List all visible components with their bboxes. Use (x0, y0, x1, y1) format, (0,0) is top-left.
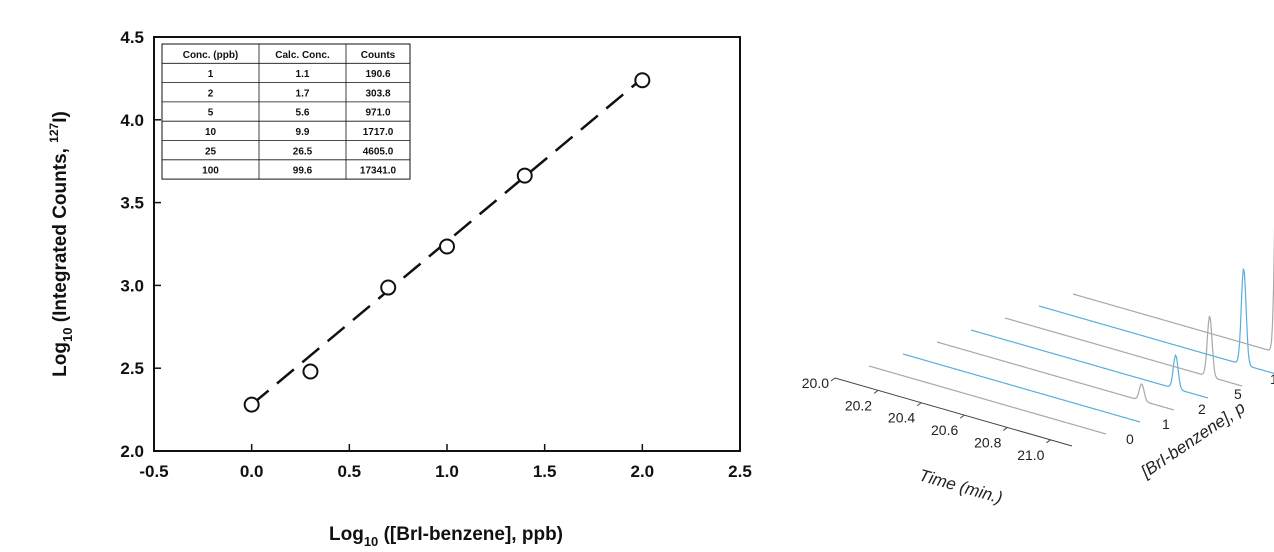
data-point (243, 396, 260, 413)
time-tick-label: 20.0 (802, 375, 829, 391)
chromatogram-trace (1038, 268, 1274, 375)
time-axis-label: Time (min.) (917, 466, 1005, 508)
x-tick-label: 2.5 (728, 462, 752, 481)
x-tick-label: 2.0 (631, 462, 655, 481)
x-tick-label: 1.0 (435, 462, 459, 481)
y-tick-label: 3.0 (120, 276, 144, 295)
table-cell: 1 (208, 69, 214, 80)
calibration-chart: -0.5 0.0 0.5 1.0 1.5 2.0 2.5 2.0 2.5 3.0 3.5 4.0 4.5… (47, 28, 752, 549)
y-tick-label: 4.5 (120, 28, 144, 47)
time-tick-mark (1046, 439, 1051, 444)
table-cell: 971.0 (365, 108, 390, 119)
table-cell: 303.8 (365, 88, 390, 99)
data-point (516, 167, 533, 184)
chromatogram-trace (902, 353, 1141, 423)
concentration-tick-label: 0 (1126, 431, 1134, 447)
table-cell: 17341.0 (360, 166, 397, 177)
data-point (634, 72, 651, 89)
axis-ticks: -0.5 0.0 0.5 1.0 1.5 2.0 2.5 2.0 2.5 3.0 3.5 4.0 4.5 (120, 28, 751, 481)
time-tick-label: 20.4 (888, 410, 915, 426)
table-cell: 5 (208, 108, 214, 119)
concentration-axis-label: [BrI-benzene], p (1137, 398, 1249, 482)
table-cell: 26.5 (293, 146, 313, 157)
concentration-axis-ticks: 01251025 (1126, 371, 1274, 447)
table-cell: 9.9 (296, 127, 310, 138)
data-table: Conc. (ppb) Calc. Conc. Counts 1 1.1 190.6 2 1.… (161, 43, 411, 180)
table-header-cell: Conc. (ppb) (183, 50, 239, 61)
time-tick-mark (959, 414, 965, 419)
chromatogram-trace (1004, 315, 1243, 387)
table-cell: 25 (205, 146, 217, 157)
time-axis-ticks: 20.0 20.2 20.4 20.6 20.8 21.0 (802, 375, 1051, 463)
x-tick-label: -0.5 (139, 462, 168, 481)
time-tick-mark (916, 402, 922, 407)
time-tick-label: 20.6 (931, 422, 958, 438)
data-point (439, 238, 455, 255)
data-points (243, 72, 651, 413)
x-tick-label: 0.5 (338, 462, 362, 481)
time-tick-label: 20.2 (845, 397, 872, 413)
x-axis-label: Log10 ([BrI-benzene], ppb) (329, 524, 563, 549)
chromatogram-trace (868, 365, 1107, 435)
table-cell: 190.6 (365, 69, 390, 80)
time-tick-label: 20.8 (974, 434, 1001, 450)
data-point (302, 363, 319, 380)
table-cell: 1.1 (296, 69, 310, 80)
chromatogram-traces (868, 226, 1274, 435)
time-tick-mark (830, 377, 836, 382)
table-cell: 1717.0 (363, 127, 394, 138)
concentration-tick-label: 1 (1162, 416, 1170, 432)
time-tick-label: 21.0 (1017, 447, 1044, 463)
chromatogram-trace (970, 329, 1209, 399)
chromatogram-trace (936, 341, 1175, 411)
x-tick-label: 0.0 (240, 462, 264, 481)
table-frame (161, 43, 411, 180)
time-tick-mark (873, 389, 879, 394)
chromatogram-waterfall: 20.020.220.420.620.821.0 01251025 Time (… (802, 226, 1274, 508)
y-axis-label: Log10 (Integrated Counts, 127I) (47, 111, 75, 377)
table-cell: 10 (205, 127, 217, 138)
concentration-tick-label: 5 (1234, 386, 1242, 402)
concentration-tick-label: 10 (1270, 371, 1274, 387)
data-point (380, 279, 397, 296)
y-tick-label: 2.0 (120, 442, 144, 461)
concentration-tick-label: 2 (1198, 401, 1206, 417)
y-tick-label: 4.0 (120, 111, 144, 130)
table-header-cell: Calc. Conc. (275, 50, 330, 61)
x-tick-label: 1.5 (533, 462, 557, 481)
table-header-cell: Counts (361, 50, 396, 61)
table-cell: 100 (202, 166, 219, 177)
table-cell: 99.6 (293, 166, 313, 177)
y-tick-label: 2.5 (120, 359, 144, 378)
table-cell: 5.6 (296, 108, 310, 119)
time-tick-mark (1003, 427, 1008, 431)
chromatogram-trace (1072, 226, 1274, 351)
table-cell: 2 (208, 88, 214, 99)
table-cell: 4605.0 (363, 146, 394, 157)
y-tick-label: 3.5 (120, 194, 144, 213)
time-axis-line (834, 377, 1073, 447)
table-cell: 1.7 (296, 88, 310, 99)
fit-line (250, 77, 644, 406)
